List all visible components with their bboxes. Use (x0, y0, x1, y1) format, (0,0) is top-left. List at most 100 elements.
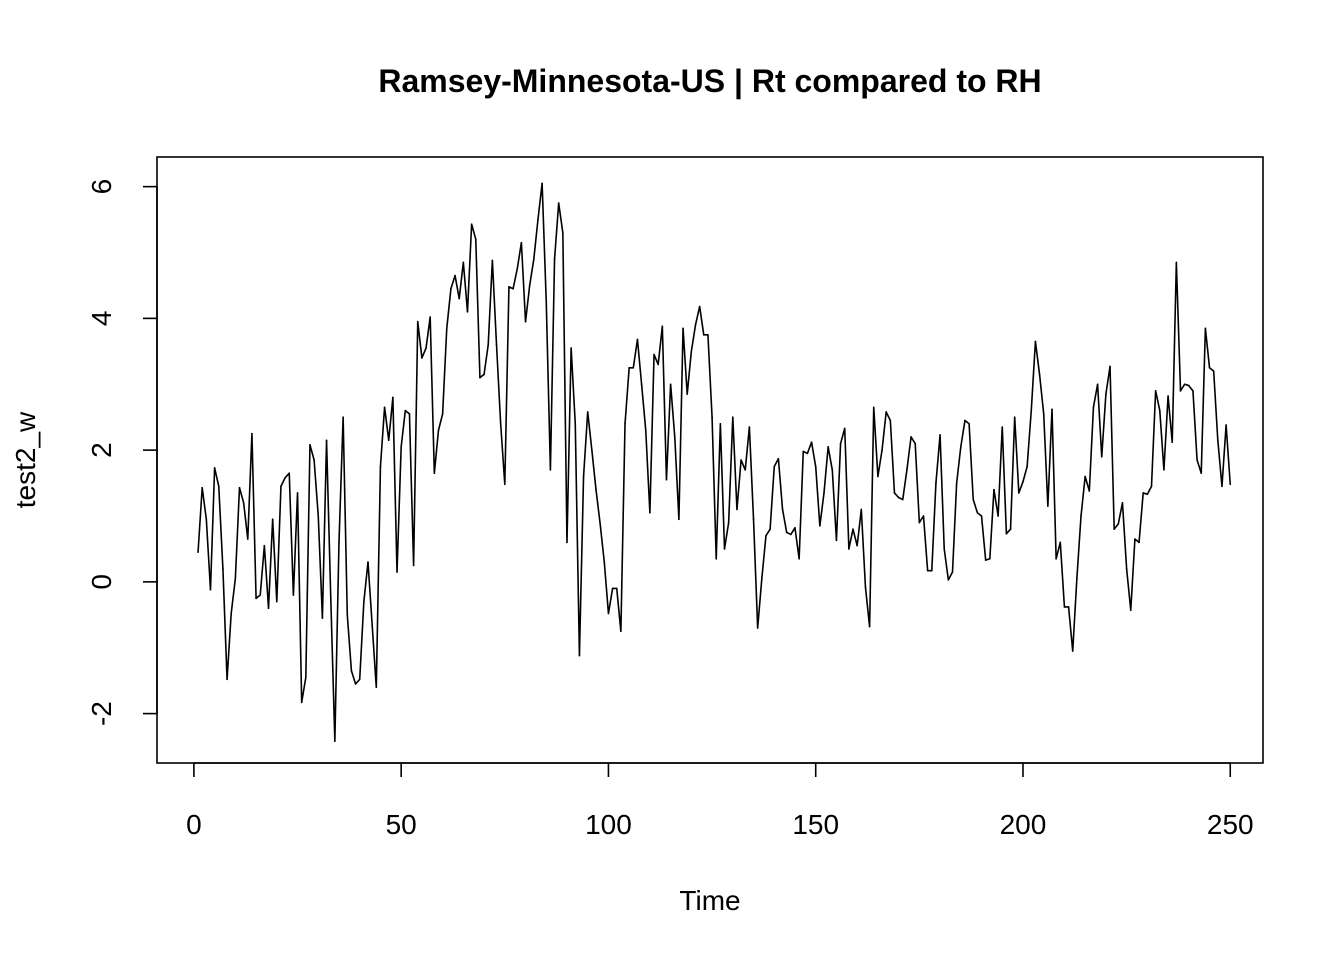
data-point (599, 523, 601, 525)
data-point (607, 612, 610, 615)
data-point (197, 551, 199, 554)
data-point (346, 613, 349, 616)
data-point (1059, 541, 1062, 544)
data-point (781, 508, 784, 511)
y-tick-label: 2 (86, 442, 117, 458)
data-point (1125, 567, 1128, 570)
data-point (835, 539, 838, 542)
data-point (1183, 383, 1186, 386)
data-point (445, 327, 448, 330)
data-point (479, 376, 481, 379)
data-point (595, 488, 597, 491)
data-point (1092, 406, 1095, 409)
data-point (566, 541, 568, 544)
data-point (1167, 395, 1169, 397)
data-point (955, 482, 958, 484)
data-point (628, 366, 630, 369)
data-point (682, 327, 684, 330)
data-point (321, 617, 324, 619)
data-point (1038, 373, 1041, 376)
data-point (984, 559, 987, 561)
data-point (802, 450, 805, 453)
data-point (495, 343, 498, 346)
data-point (263, 544, 266, 547)
y-tick-label: 4 (86, 311, 117, 327)
data-point (458, 297, 461, 300)
data-point (736, 508, 738, 511)
data-point (918, 521, 921, 524)
data-point (839, 442, 842, 445)
data-point (1013, 416, 1016, 418)
data-point (313, 459, 315, 461)
data-point (798, 558, 800, 560)
data-point (1117, 523, 1120, 525)
data-point (363, 600, 365, 603)
data-point (690, 350, 693, 353)
data-point (698, 305, 701, 308)
data-point (591, 449, 593, 451)
data-point (868, 625, 871, 628)
data-point (723, 548, 726, 550)
data-point (1212, 370, 1215, 372)
data-point (624, 422, 626, 425)
data-point (864, 586, 867, 588)
data-point (615, 587, 618, 590)
data-point (1067, 606, 1070, 608)
data-point (317, 515, 320, 517)
data-point (545, 301, 548, 303)
data-point (1154, 390, 1157, 392)
data-point (632, 366, 635, 369)
data-point (342, 416, 344, 418)
data-point (466, 310, 469, 313)
data-point (296, 492, 299, 494)
data-point (843, 427, 846, 430)
data-point (499, 422, 502, 425)
data-point (375, 686, 378, 689)
data-point (1129, 609, 1132, 611)
data-point (586, 411, 589, 413)
data-point (1163, 469, 1165, 471)
data-point (819, 525, 821, 527)
data-point (790, 533, 792, 536)
data-point (383, 406, 386, 409)
data-point (516, 268, 519, 270)
data-point (702, 334, 705, 336)
data-point (305, 676, 307, 679)
data-point (1150, 485, 1153, 488)
data-point (740, 459, 742, 461)
plot-frame (156, 156, 1264, 764)
data-point (649, 511, 651, 514)
data-point (325, 439, 328, 442)
data-point (1229, 483, 1232, 486)
data-point (665, 478, 668, 481)
data-point (694, 324, 697, 326)
x-tick-label: 0 (186, 809, 202, 840)
data-point (1063, 606, 1066, 608)
data-point (947, 579, 950, 581)
data-point (222, 567, 224, 570)
data-point (1121, 502, 1124, 504)
data-point (450, 287, 452, 290)
data-point (914, 442, 916, 445)
data-point (230, 612, 232, 615)
data-point (329, 594, 332, 596)
data-point (400, 446, 402, 448)
data-point (379, 465, 382, 468)
data-point (504, 483, 506, 486)
data-point (470, 223, 473, 225)
data-point (259, 594, 262, 596)
data-point (242, 502, 245, 504)
data-point (267, 607, 270, 610)
data-point (848, 548, 850, 550)
data-point (533, 258, 535, 260)
data-point (246, 538, 249, 540)
data-point (309, 444, 311, 446)
data-point (387, 439, 390, 442)
data-point (578, 654, 581, 657)
data-point (429, 316, 431, 318)
data-point (1034, 340, 1037, 343)
data-point (1084, 475, 1086, 478)
data-point (893, 492, 896, 494)
data-point (752, 518, 755, 521)
data-point (1113, 528, 1115, 530)
